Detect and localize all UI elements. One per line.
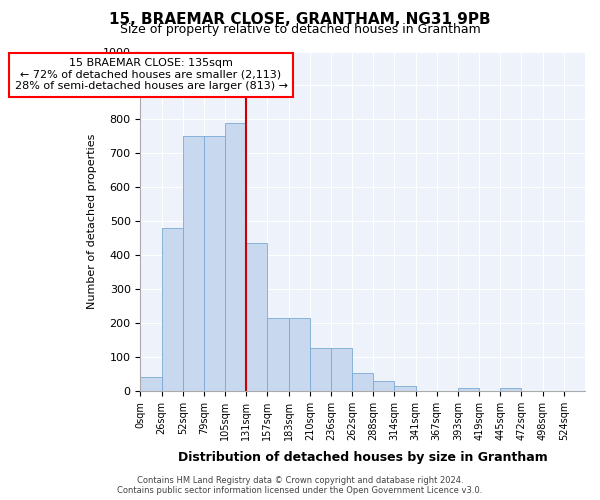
Bar bbox=[352, 374, 373, 391]
Bar bbox=[458, 388, 479, 391]
Bar bbox=[161, 228, 183, 391]
Bar bbox=[268, 318, 289, 391]
Text: Size of property relative to detached houses in Grantham: Size of property relative to detached ho… bbox=[119, 22, 481, 36]
Bar bbox=[289, 318, 310, 391]
Bar bbox=[310, 348, 331, 391]
Y-axis label: Number of detached properties: Number of detached properties bbox=[87, 134, 97, 309]
Text: 15 BRAEMAR CLOSE: 135sqm
← 72% of detached houses are smaller (2,113)
28% of sem: 15 BRAEMAR CLOSE: 135sqm ← 72% of detach… bbox=[14, 58, 287, 92]
Bar bbox=[394, 386, 416, 391]
Bar bbox=[225, 123, 246, 391]
Bar bbox=[183, 136, 204, 391]
X-axis label: Distribution of detached houses by size in Grantham: Distribution of detached houses by size … bbox=[178, 451, 548, 464]
Bar bbox=[140, 376, 161, 391]
Text: Contains HM Land Registry data © Crown copyright and database right 2024.
Contai: Contains HM Land Registry data © Crown c… bbox=[118, 476, 482, 495]
Bar bbox=[204, 136, 225, 391]
Bar bbox=[331, 348, 352, 391]
Bar bbox=[246, 244, 268, 391]
Bar bbox=[500, 388, 521, 391]
Bar bbox=[373, 382, 394, 391]
Text: 15, BRAEMAR CLOSE, GRANTHAM, NG31 9PB: 15, BRAEMAR CLOSE, GRANTHAM, NG31 9PB bbox=[109, 12, 491, 28]
